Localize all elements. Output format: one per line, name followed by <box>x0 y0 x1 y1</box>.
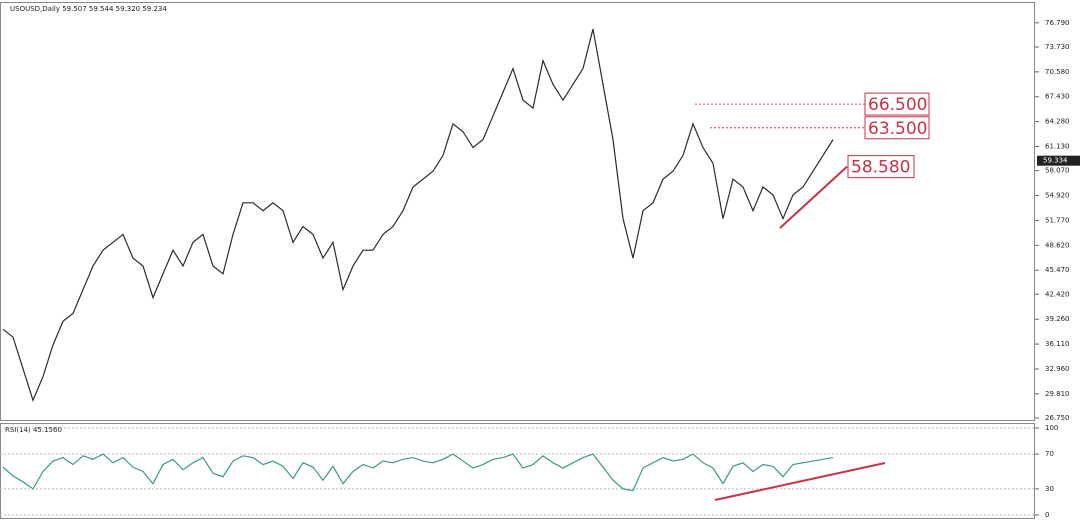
y-tick-label: 48.620 <box>1045 241 1070 249</box>
level-box <box>847 155 915 179</box>
y-tick-label: 64.280 <box>1045 118 1070 126</box>
trend-line <box>779 165 848 229</box>
y-tick-label: 54.920 <box>1045 192 1070 200</box>
y-tick-label: 70 <box>1045 450 1054 458</box>
y-tick-label: 42.420 <box>1045 290 1070 298</box>
price-tag <box>1037 155 1080 166</box>
y-tick-label: 70.580 <box>1045 68 1070 76</box>
y-tick-label: 51.770 <box>1045 216 1070 224</box>
level-label: 66.500 <box>868 95 927 115</box>
y-tick-label: 0 <box>1045 511 1049 519</box>
price-panel <box>0 2 1035 421</box>
y-tick-label: 30 <box>1045 485 1054 493</box>
y-tick-label: 100 <box>1045 424 1058 432</box>
y-tick-label: 67.430 <box>1045 93 1070 101</box>
chart-title: USOUSD,Daily 59.507 59.544 59.320 59.234 <box>10 5 167 13</box>
rsi-panel <box>0 423 1035 519</box>
series-line <box>2 28 834 402</box>
y-tick-label: 76.790 <box>1045 19 1070 27</box>
y-tick-label: 58.070 <box>1045 167 1070 175</box>
level-box <box>864 92 930 116</box>
series-line <box>2 453 834 492</box>
y-tick-label: 45.470 <box>1045 266 1070 274</box>
y-tick-label: 32.960 <box>1045 365 1070 373</box>
y-tick-label: 39.260 <box>1045 315 1070 323</box>
y-tick-label: 36.110 <box>1045 340 1070 348</box>
level-label: 63.500 <box>868 119 927 139</box>
rsi-title: RSI(14) 45.1560 <box>5 426 62 434</box>
level-label: 58.580 <box>851 158 910 178</box>
y-tick-label: 61.130 <box>1045 143 1070 151</box>
y-tick-label: 29.810 <box>1045 390 1070 398</box>
level-box <box>864 116 930 140</box>
price-tag-label: 59.334 <box>1043 157 1068 165</box>
y-tick-label: 73.730 <box>1045 43 1070 51</box>
y-tick-label: 26.750 <box>1045 414 1070 422</box>
rsi-trend-line <box>714 462 886 501</box>
